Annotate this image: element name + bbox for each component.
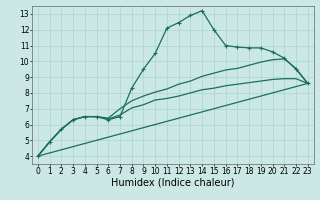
X-axis label: Humidex (Indice chaleur): Humidex (Indice chaleur)	[111, 177, 235, 187]
